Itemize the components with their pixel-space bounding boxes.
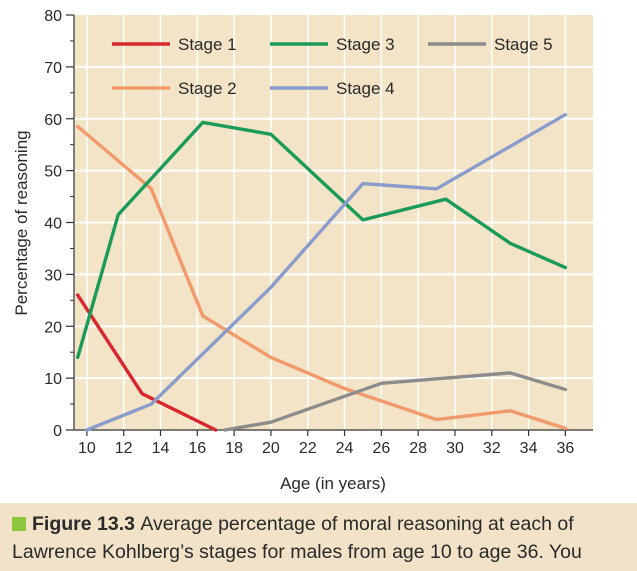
moral-reasoning-line-chart: 0 10 20 30 40 50 60 70 80 10 12 14 16 18 20 22 24 26 28 30 3… [12, 8, 593, 493]
y-tick-label: 0 [53, 423, 62, 440]
series-lines [76, 112, 568, 432]
y-tick-label: 50 [44, 164, 62, 181]
x-tick-label: 36 [556, 440, 574, 457]
chart-container: 0 10 20 30 40 50 60 70 80 10 12 14 16 18 20 22 24 26 28 30 3… [12, 8, 593, 493]
x-tick-label: 12 [115, 440, 133, 457]
x-axis-title: Age (in years) [280, 474, 386, 493]
series-line-stage-1 [76, 293, 218, 432]
legend-label-stage-2: Stage 2 [178, 79, 237, 98]
x-tick-label: 10 [78, 440, 96, 457]
caption-square-icon [12, 517, 26, 531]
x-tick-label: 30 [446, 440, 464, 457]
series-line-stage-4 [85, 112, 568, 432]
x-tick-label: 24 [336, 440, 354, 457]
axes: 0 10 20 30 40 50 60 70 80 10 12 14 16 18 20 22 24 26 28 30 3… [44, 8, 593, 457]
x-tick-label: 22 [299, 440, 317, 457]
x-tick-label: 16 [188, 440, 206, 457]
caption-line-2: Lawrence Kohlberg’s stages for males fro… [12, 541, 582, 563]
y-tick-label: 10 [44, 371, 62, 388]
series-line-stage-3 [76, 120, 568, 360]
figure-label: Figure 13.3 [32, 513, 135, 535]
caption-text-1: Average percentage of moral reasoning at… [140, 513, 574, 535]
y-tick-label: 30 [44, 267, 62, 284]
figure-caption: Figure 13.3 Average percentage of moral … [12, 510, 637, 566]
legend-label-stage-5: Stage 5 [494, 35, 553, 54]
y-tick-label: 40 [44, 216, 62, 233]
x-tick-label: 18 [225, 440, 243, 457]
series-line-stage-2 [76, 124, 568, 431]
legend-label-stage-3: Stage 3 [336, 35, 395, 54]
x-tick-label: 14 [152, 440, 170, 457]
y-tick-label: 80 [44, 8, 62, 25]
x-tick-label: 20 [262, 440, 280, 457]
legend: Stage 1 Stage 2 Stage 3 Stage 4 Stage 5 [112, 35, 553, 98]
x-tick-label: 28 [409, 440, 427, 457]
x-tick-label: 34 [520, 440, 538, 457]
series-line-stage-5 [223, 371, 568, 432]
y-tick-label: 60 [44, 112, 62, 129]
legend-label-stage-1: Stage 1 [178, 35, 237, 54]
y-axis-title: Percentage of reasoning [12, 130, 31, 315]
x-tick-label: 32 [483, 440, 501, 457]
caption-line-1: Figure 13.3 Average percentage of moral … [12, 510, 637, 538]
x-tick-label: 26 [372, 440, 390, 457]
legend-label-stage-4: Stage 4 [336, 79, 395, 98]
y-tick-label: 20 [44, 319, 62, 336]
y-tick-label: 70 [44, 60, 62, 77]
caption-background [0, 503, 637, 571]
